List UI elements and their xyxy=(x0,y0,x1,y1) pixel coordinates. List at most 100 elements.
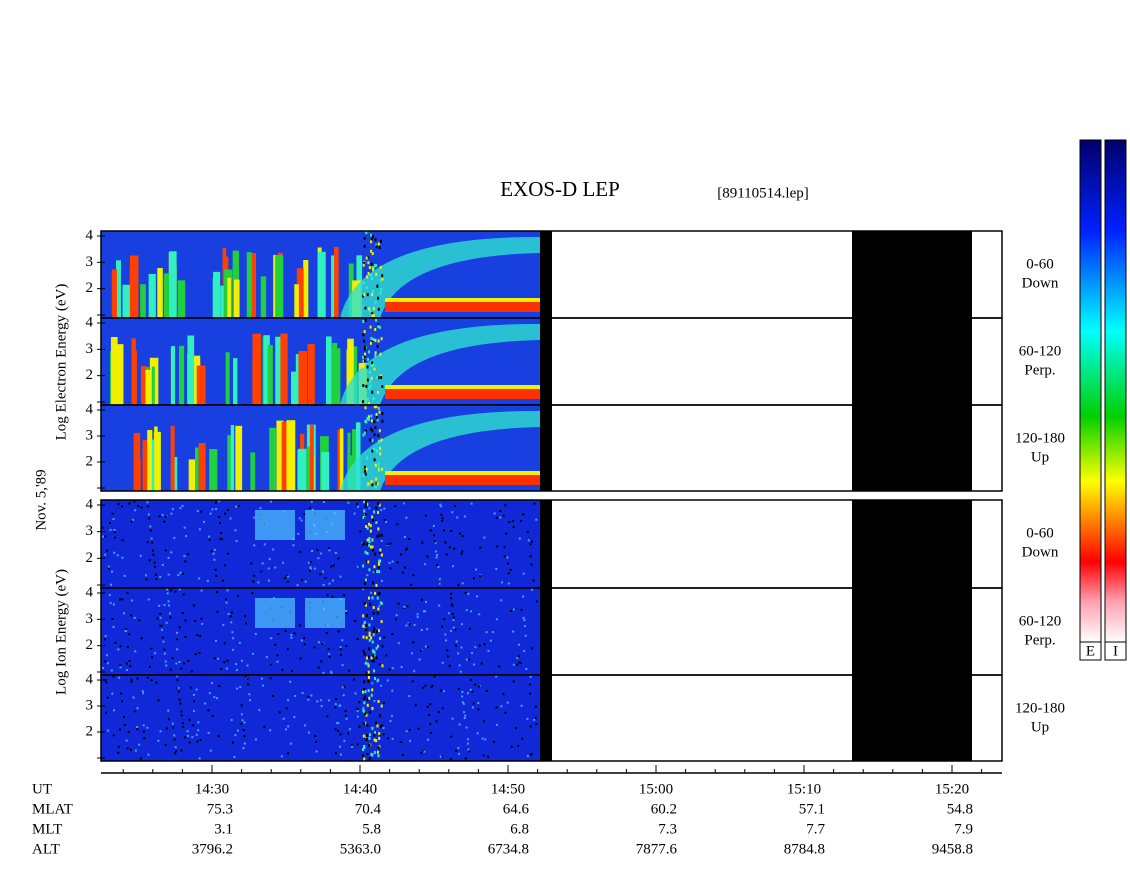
spectrum-noise xyxy=(378,604,381,607)
spectrum-noise xyxy=(243,615,246,618)
spectrum-noise xyxy=(143,737,146,740)
spectrum-noise xyxy=(371,706,374,710)
spectrum-noise xyxy=(195,688,198,691)
spectrum-noise xyxy=(373,650,376,654)
spectrum-noise xyxy=(208,538,211,541)
spectrum-noise xyxy=(365,256,368,260)
spectrum-noise xyxy=(370,636,373,640)
spectrum-noise xyxy=(363,581,366,585)
spectrum-band xyxy=(306,446,312,491)
spectrum-noise xyxy=(426,555,429,558)
spectrum-noise xyxy=(368,756,371,760)
spectrum-noise xyxy=(522,572,525,575)
spectrum-noise xyxy=(386,679,389,682)
spectrum-noise xyxy=(526,755,529,758)
spectrum-noise xyxy=(427,738,430,741)
spectrum-noise xyxy=(455,644,458,647)
spectrum-noise xyxy=(376,284,379,288)
spectrum-noise xyxy=(191,736,194,739)
spectrum-noise xyxy=(146,505,149,508)
spectrum-noise xyxy=(370,240,373,244)
spectrum-noise xyxy=(342,694,345,697)
spectrum-noise xyxy=(383,636,386,639)
spectrum-noise xyxy=(204,702,207,705)
spectrum-noise xyxy=(383,518,386,521)
spectrum-noise xyxy=(364,721,367,725)
spectrum-noise xyxy=(173,738,176,741)
data-gap xyxy=(852,231,972,318)
spectrum-noise xyxy=(158,515,161,518)
spectrum-noise xyxy=(366,703,369,707)
spectrum-band xyxy=(140,284,146,318)
spectrum-band xyxy=(294,284,299,318)
spectrum-noise xyxy=(376,750,379,754)
spectrum-noise xyxy=(370,336,373,340)
row-value: 57.1 xyxy=(799,801,825,817)
spectrum-noise xyxy=(375,656,378,660)
spectrum-noise xyxy=(240,713,243,716)
spectrum-noise xyxy=(250,562,253,565)
spectrum-noise xyxy=(365,502,368,506)
spectrum-noise xyxy=(389,567,392,570)
panel-frame xyxy=(100,404,1003,492)
spectrum-noise xyxy=(367,415,370,419)
spectrum-noise xyxy=(192,724,195,727)
spectrum-noise xyxy=(479,575,482,578)
spectrum-noise xyxy=(367,401,370,405)
spectrum-noise xyxy=(113,530,116,533)
row-value: 60.2 xyxy=(651,801,677,817)
spectrum-noise xyxy=(104,660,107,663)
pitch-range: 120-180 xyxy=(1015,430,1065,446)
spectrum-noise xyxy=(146,676,149,679)
spectrum-noise xyxy=(229,517,232,520)
spectrum-noise xyxy=(375,245,378,249)
spectrum-noise xyxy=(366,293,369,297)
spectrum-noise xyxy=(535,600,538,603)
spectrum-noise xyxy=(518,661,521,664)
spectrum-noise xyxy=(371,277,374,281)
y-tick-label: 2 xyxy=(86,367,94,383)
spectrum-noise xyxy=(368,733,371,737)
spectrum-noise xyxy=(457,652,460,655)
spectrum-noise xyxy=(339,733,342,736)
spectrum-noise xyxy=(181,612,184,615)
spectrum-noise xyxy=(517,655,520,658)
spectrum-noise xyxy=(379,725,382,729)
spectrum-noise xyxy=(221,579,224,582)
spectrum-noise xyxy=(188,718,191,721)
spectrum-band xyxy=(317,251,326,318)
spectrum-noise xyxy=(213,558,216,561)
y-tick-label: 3 xyxy=(86,697,94,713)
spectrum-noise xyxy=(377,678,380,682)
spectrum-noise xyxy=(363,244,366,248)
data-gap xyxy=(852,405,972,491)
spectrum-noise xyxy=(159,575,162,578)
spectrum-noise xyxy=(441,519,444,522)
spectrum-noise xyxy=(359,530,362,533)
spectrum-noise xyxy=(319,552,322,555)
spectrum-noise xyxy=(493,512,496,515)
spectrum-noise xyxy=(464,714,467,717)
spectrum-noise xyxy=(363,680,366,684)
y-tick-label: 2 xyxy=(86,550,94,566)
spectrum-noise xyxy=(385,520,388,523)
spectrum-noise xyxy=(320,660,323,663)
spectrum-noise xyxy=(451,565,454,568)
spectrum-noise xyxy=(382,733,385,736)
spectrum-noise xyxy=(420,628,423,631)
spectrum-noise xyxy=(365,737,368,741)
spectrum-noise xyxy=(371,682,374,685)
spectrum-noise xyxy=(146,726,149,729)
spectrum-noise xyxy=(376,569,379,573)
spectrum-noise xyxy=(451,717,454,720)
spectrum-band xyxy=(209,449,218,491)
spectrum-noise xyxy=(284,629,287,632)
row-value: 7877.6 xyxy=(636,841,678,857)
spectrum-noise xyxy=(310,500,313,503)
spectrum-band xyxy=(230,424,235,491)
spectrum-noise xyxy=(426,628,429,631)
spectrum-noise xyxy=(376,390,379,394)
spectrum-noise xyxy=(467,748,470,751)
spectrum-noise xyxy=(337,630,340,633)
spectrum-noise xyxy=(303,637,306,640)
